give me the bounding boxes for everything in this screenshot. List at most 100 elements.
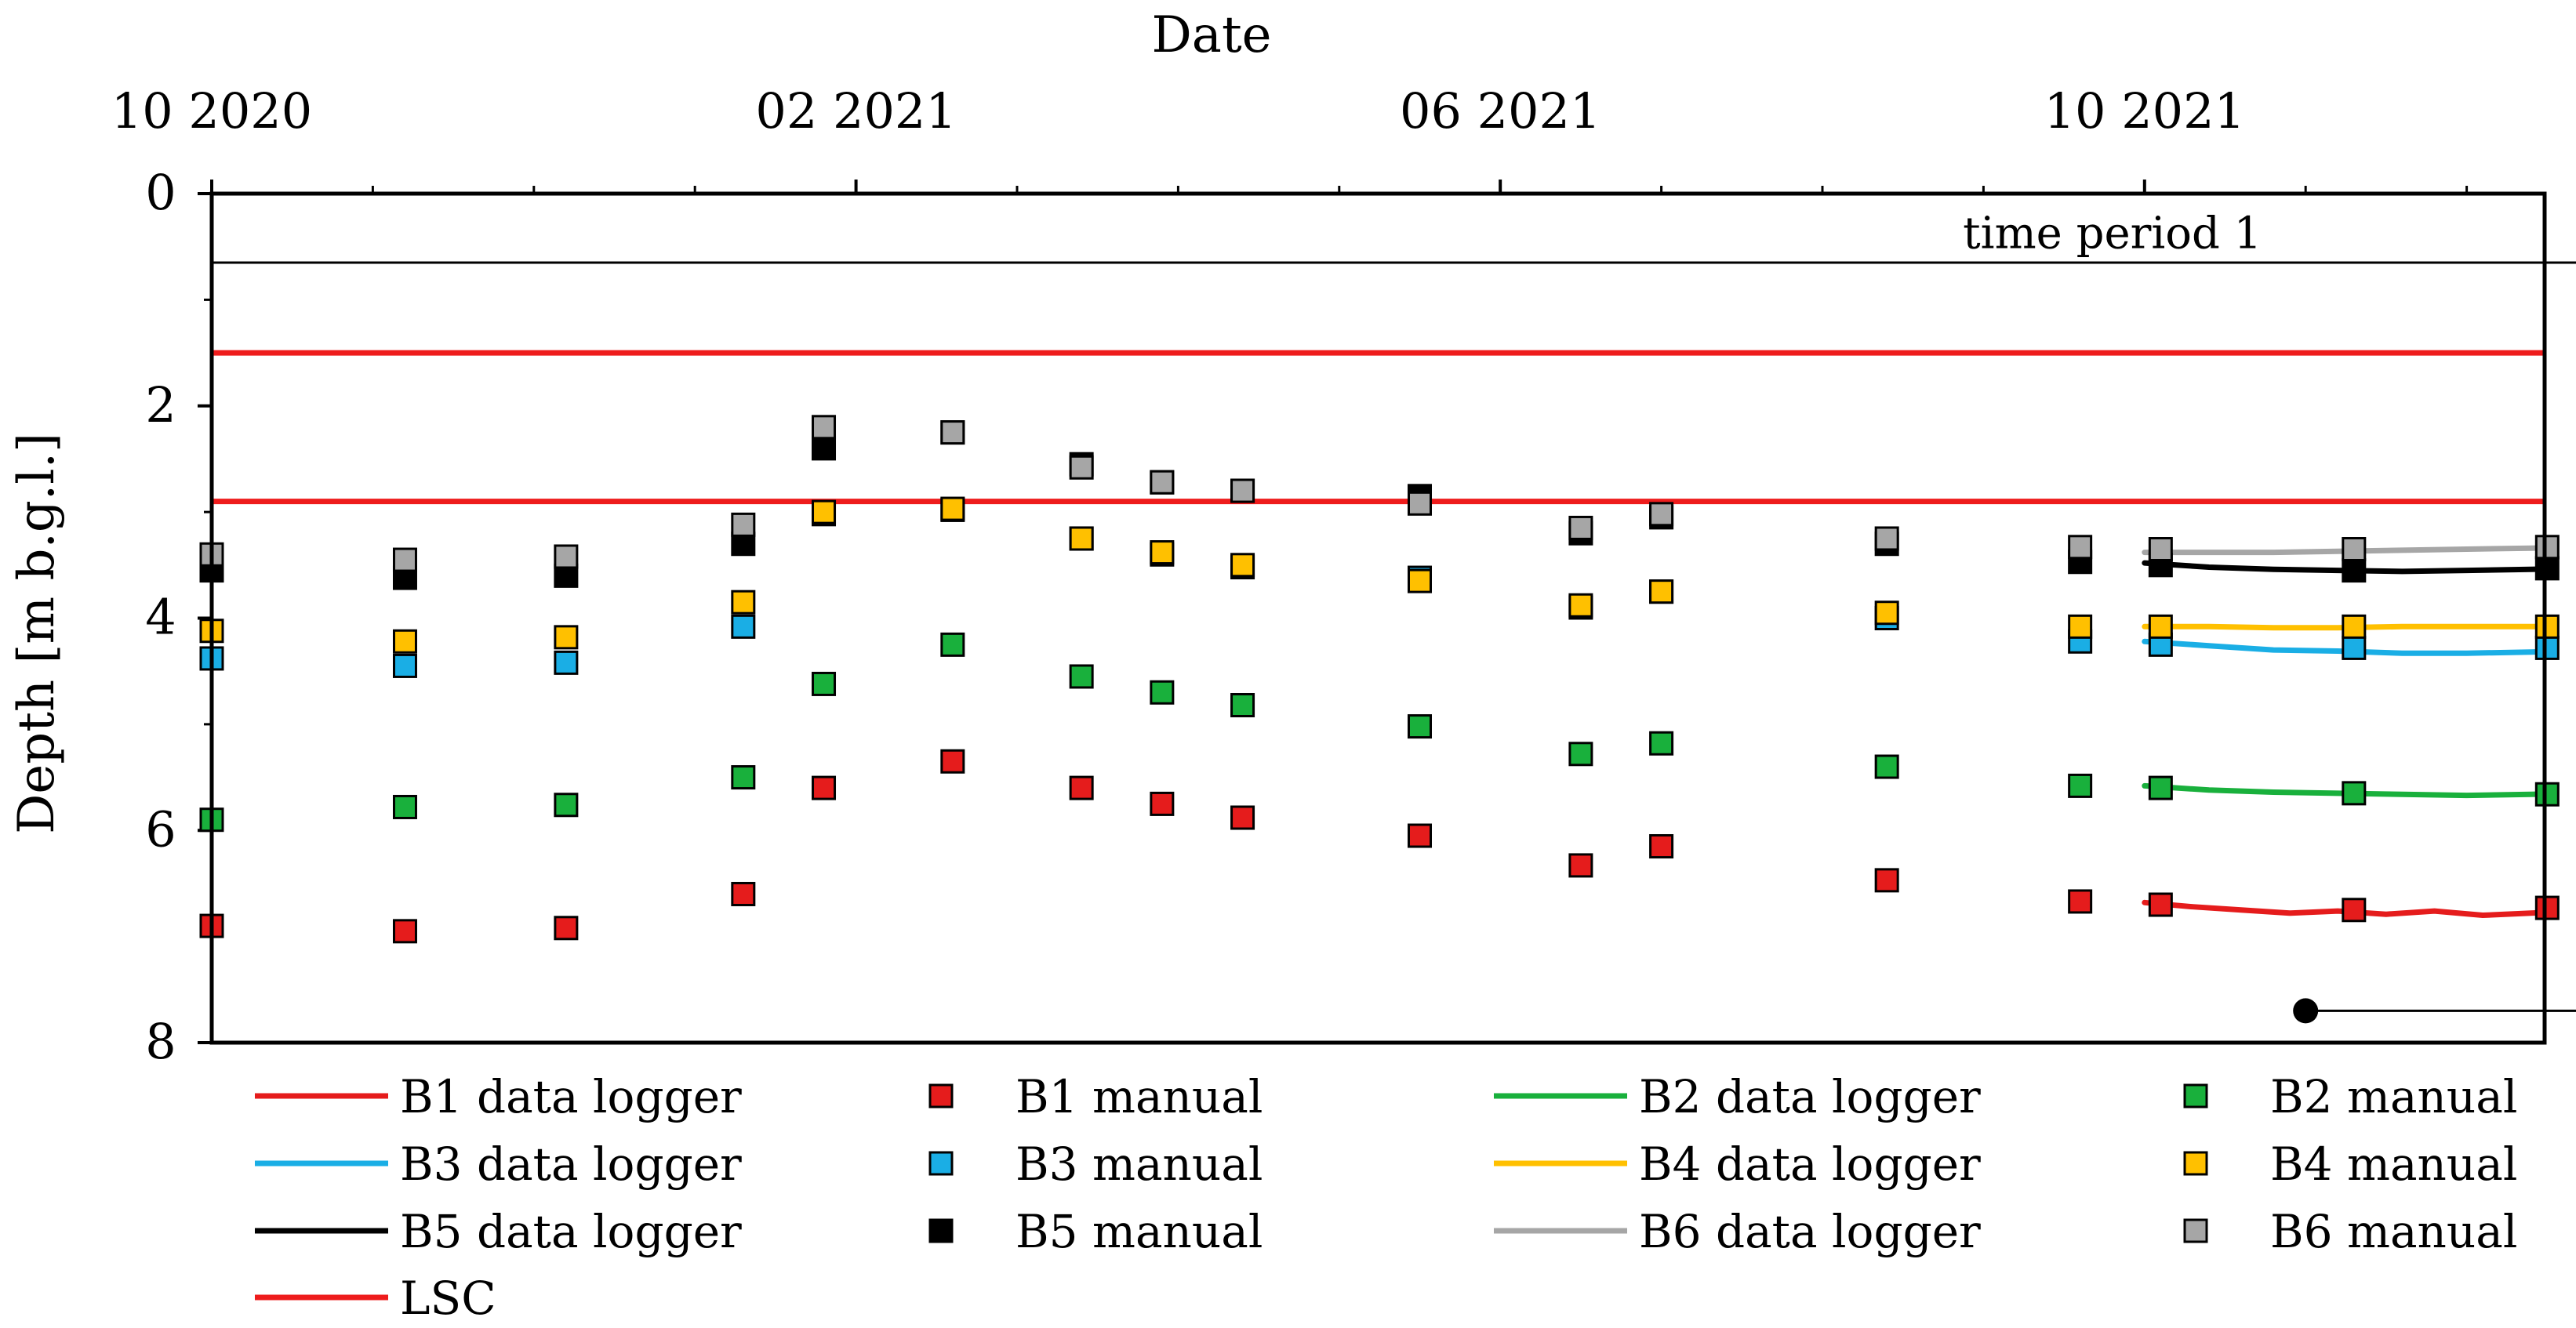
b1-manual-point <box>2068 889 2093 914</box>
legend-item-b2-data-logger: B2 data logger <box>1494 1070 1981 1123</box>
tp1-label: time period 1 <box>1963 208 2262 259</box>
y-tick-label: 6 <box>145 800 176 858</box>
b6-manual-point <box>940 420 965 445</box>
b2-manual-point <box>1649 731 1674 756</box>
b1-manual-point <box>731 881 756 906</box>
b4-manual-point <box>2068 614 2093 639</box>
legend-item-b5-data-logger: B5 data logger <box>255 1205 742 1258</box>
b6-manual-point <box>2342 537 2367 562</box>
b1-manual-point <box>812 775 837 800</box>
b2-manual-point <box>554 793 579 818</box>
legend-label: B4 data logger <box>1639 1138 1981 1191</box>
b2-manual-point <box>731 765 756 790</box>
b6-data-logger-line <box>2142 545 2545 556</box>
x-axis-title: Date <box>1151 6 1271 64</box>
x-tick-label: 02 2021 <box>755 82 956 140</box>
b6-manual-point <box>1874 526 1899 551</box>
b6-manual-point <box>1069 455 1094 480</box>
b2-manual-point <box>2534 782 2560 807</box>
legend-item-lsc: LSC <box>255 1272 496 1325</box>
b1-data-logger-line <box>2142 899 2545 918</box>
legend-swatch-marker <box>928 1151 954 1176</box>
b5-manual-point <box>2534 556 2560 581</box>
legend-item-b3-manual: B3 manual <box>928 1138 1263 1191</box>
legend: B1 data logger B1 manual B2 data logger B2 … <box>255 1070 2517 1325</box>
legend-label: B3 manual <box>1016 1138 1263 1191</box>
b2-manual-point <box>1568 742 1593 767</box>
legend-item-b6-manual: B6 manual <box>2183 1205 2517 1258</box>
legend-swatch-marker <box>928 1083 954 1108</box>
b4-manual-point <box>1408 568 1432 593</box>
legend-item-b1-manual: B1 manual <box>928 1070 1263 1123</box>
b3-manual-point <box>554 650 579 675</box>
b6-manual-point <box>392 547 417 572</box>
legend-item-b2-manual: B2 manual <box>2183 1070 2517 1123</box>
y-axis-title: Depth [m b.g.l.] <box>8 433 66 834</box>
legend-item-b5-manual: B5 manual <box>928 1205 1263 1258</box>
b4-manual-point <box>1230 553 1255 578</box>
b6-manual-point <box>1408 491 1432 516</box>
b1-manual-point <box>1568 853 1593 878</box>
b4-manual-point <box>1649 579 1674 604</box>
moist-start-dot <box>2293 998 2319 1024</box>
y-tick-label: 8 <box>145 1013 176 1070</box>
legend-item-b4-data-logger: B4 data logger <box>1494 1138 1981 1191</box>
legend-label: B2 data logger <box>1639 1070 1981 1123</box>
legend-swatch-marker <box>928 1218 954 1243</box>
b6-manual-point <box>1568 515 1593 540</box>
b6-manual-point <box>2068 535 2093 560</box>
b1-manual-point <box>2534 895 2560 920</box>
b6-manual-point <box>2148 537 2173 562</box>
b6-manual-point <box>812 415 837 440</box>
legend-item-b6-data-logger: B6 data logger <box>1494 1205 1981 1258</box>
b4-manual-point <box>1874 601 1899 626</box>
b4-manual-point <box>1150 540 1175 565</box>
b5-manual-point <box>2342 558 2367 583</box>
b4-manual-point <box>940 496 965 521</box>
legend-label: B5 manual <box>1016 1205 1263 1258</box>
legend-label: B2 manual <box>2270 1070 2517 1123</box>
b2-manual-point <box>1069 664 1094 689</box>
b4-manual-point <box>554 625 579 650</box>
x-tick-label: 10 2020 <box>111 82 312 140</box>
b2-manual-point <box>1230 693 1255 718</box>
legend-label: B6 data logger <box>1639 1205 1981 1258</box>
b6-manual-point <box>1230 478 1255 503</box>
b1-manual-point <box>554 916 579 941</box>
b6-manual-point <box>1649 502 1674 527</box>
b1-manual-point <box>1230 805 1255 830</box>
b1-manual-point <box>1069 775 1094 800</box>
b6-manual-point <box>1150 470 1175 495</box>
b2-manual-point <box>812 671 837 696</box>
legend-label: B6 manual <box>2270 1205 2517 1258</box>
x-tick-label: 06 2021 <box>1400 82 1600 140</box>
b2-manual-point <box>2148 775 2173 800</box>
b3-manual-point <box>392 653 417 678</box>
legend-item-b1-data-logger: B1 data logger <box>255 1070 742 1123</box>
legend-label: B3 data logger <box>400 1138 742 1191</box>
b1-manual-point <box>1874 868 1899 893</box>
b2-manual-point <box>1408 714 1432 739</box>
legend-item-b4-manual: B4 manual <box>2183 1138 2517 1191</box>
b3-manual-point <box>731 614 756 639</box>
y-tick-label: 2 <box>145 376 176 434</box>
b2-manual-point <box>1150 680 1175 705</box>
b3-manual-point <box>2534 635 2560 660</box>
b4-manual-point <box>2342 614 2367 639</box>
legend-label: B4 manual <box>2270 1138 2517 1191</box>
b2-manual-point <box>1874 754 1899 779</box>
plot-frame <box>209 191 2547 1045</box>
b2-manual-point <box>2068 773 2093 798</box>
b4-data-logger-line <box>2142 623 2545 631</box>
b1-manual-point <box>1649 834 1674 859</box>
b4-manual-point <box>1069 526 1094 551</box>
x-tick-label: 10 2021 <box>2044 82 2245 140</box>
b1-manual-point <box>940 749 965 774</box>
legend-swatch-marker <box>2183 1151 2208 1176</box>
b6-manual-point <box>731 512 756 537</box>
b1-manual-point <box>2148 892 2173 917</box>
b4-manual-point <box>812 499 837 524</box>
